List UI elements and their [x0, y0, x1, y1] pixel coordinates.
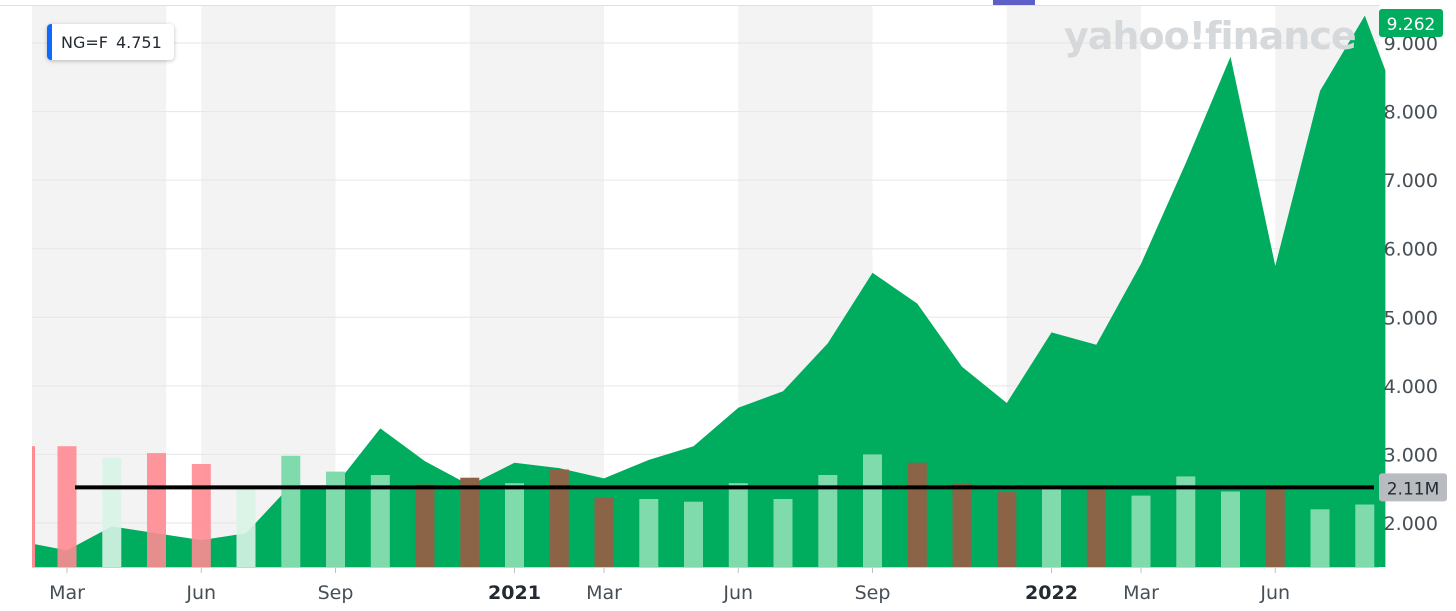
volume-bar — [505, 483, 524, 567]
x-tick-label: Mar — [586, 582, 622, 604]
volume-bar — [147, 453, 166, 567]
x-tick-label: 2022 — [1025, 582, 1078, 604]
y-tick-label: 7.000 — [1384, 170, 1438, 192]
y-tick-label: 9.000 — [1384, 33, 1438, 55]
volume-bar — [326, 471, 345, 567]
x-tick-label: Jun — [1259, 582, 1290, 604]
x-tick-label: Mar — [49, 582, 85, 604]
x-tick-label: Sep — [855, 582, 891, 604]
symbol-legend[interactable]: NG=F 4.751 — [47, 24, 174, 60]
y-tick-label: 3.000 — [1384, 444, 1438, 466]
y-axis: 2.000 3.000 4.000 5.000 6.000 7.000 8.000 9.000 — [1384, 33, 1438, 535]
volume-bar — [102, 457, 122, 567]
x-axis: Mar Jun Sep 2021 Mar Jun Sep 2022 Mar Jun — [32, 567, 1379, 604]
volume-tag-label: 2.11M — [1387, 479, 1440, 499]
volume-bar — [818, 475, 838, 567]
volume-bar — [639, 499, 659, 567]
volume-bar — [191, 464, 211, 567]
volume-bar — [1042, 487, 1061, 567]
volume-bar — [1221, 491, 1240, 567]
x-tick-label: Jun — [722, 582, 753, 604]
yahoo-finance-logo: yahoo!finance — [1064, 14, 1357, 58]
volume-bar — [1265, 487, 1285, 567]
volume-bar — [549, 469, 569, 567]
volume-bar — [460, 477, 480, 567]
volume-bar — [281, 455, 301, 567]
month-band — [201, 6, 336, 567]
y-tick-label: 8.000 — [1384, 102, 1438, 124]
volume-bar — [370, 475, 390, 567]
legend-symbol: NG=F — [61, 32, 108, 52]
legend-accent-bar — [47, 24, 52, 60]
volume-bar — [997, 492, 1017, 567]
volume-bar — [594, 497, 614, 567]
volume-bar — [415, 484, 435, 567]
volume-bar — [952, 483, 972, 567]
y-tick-label: 5.000 — [1384, 307, 1438, 329]
volume-bar — [907, 462, 927, 567]
volume-bar — [1086, 487, 1106, 567]
x-tick-label: Mar — [1123, 582, 1159, 604]
month-band — [32, 6, 167, 567]
y-tick-label: 4.000 — [1384, 376, 1438, 398]
volume-bar-partial — [32, 446, 35, 567]
x-tick-label: 2021 — [488, 582, 541, 604]
price-area — [32, 15, 1386, 568]
volume-bar — [1176, 476, 1196, 567]
value-tags: 9.262 2.11M — [1379, 9, 1447, 502]
volume-bar — [1355, 504, 1375, 567]
volume-tag-box — [1379, 473, 1447, 502]
volume-bar — [1310, 509, 1330, 567]
volume-bars-layer — [32, 446, 1375, 567]
x-tick-label: Jun — [185, 582, 216, 604]
range-indicator — [993, 0, 1035, 5]
price-area-layer — [32, 15, 1386, 568]
volume-bar — [57, 446, 77, 567]
legend-value: 4.751 — [115, 32, 162, 52]
volume-bar — [1131, 495, 1151, 567]
y-tick-label: 2.000 — [1384, 513, 1438, 535]
volume-bar — [728, 483, 748, 567]
price-tag-label: 9.262 — [1387, 15, 1436, 35]
volume-bar — [863, 454, 882, 567]
volume-bar — [773, 499, 793, 567]
volume-bar — [236, 485, 256, 567]
y-tick-label: 6.000 — [1384, 239, 1438, 261]
price-tag-box — [1379, 9, 1443, 37]
volume-bar — [684, 501, 703, 567]
x-tick-label: Sep — [318, 582, 354, 604]
